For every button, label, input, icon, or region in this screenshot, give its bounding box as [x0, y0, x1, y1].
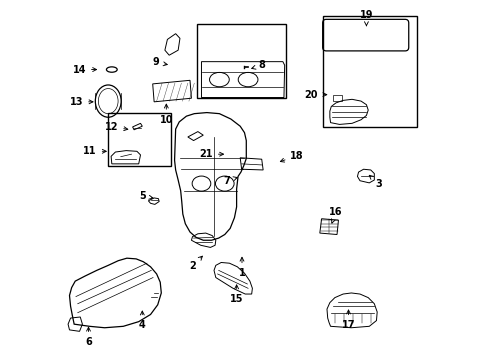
Bar — [333, 95, 342, 101]
Text: 1: 1 — [238, 257, 245, 278]
Text: 7: 7 — [223, 176, 237, 186]
Text: 4: 4 — [139, 311, 145, 330]
Bar — [107, 113, 171, 166]
Text: 9: 9 — [152, 57, 167, 67]
Text: 15: 15 — [229, 285, 243, 304]
Text: 8: 8 — [251, 60, 265, 70]
Text: 13: 13 — [69, 97, 93, 107]
Text: 5: 5 — [139, 191, 153, 201]
Text: 17: 17 — [341, 310, 354, 330]
Text: 11: 11 — [83, 146, 106, 156]
Text: 3: 3 — [368, 175, 381, 189]
Text: 16: 16 — [328, 207, 342, 223]
Bar — [322, 17, 416, 127]
Text: 6: 6 — [85, 327, 92, 347]
Text: 12: 12 — [104, 122, 127, 132]
Text: 18: 18 — [280, 150, 304, 162]
Text: 20: 20 — [304, 90, 326, 100]
Text: 21: 21 — [199, 149, 223, 159]
Text: 10: 10 — [159, 104, 173, 125]
Text: 19: 19 — [359, 10, 372, 26]
Bar — [197, 24, 285, 98]
Text: 2: 2 — [189, 256, 202, 271]
Text: 14: 14 — [72, 64, 96, 75]
